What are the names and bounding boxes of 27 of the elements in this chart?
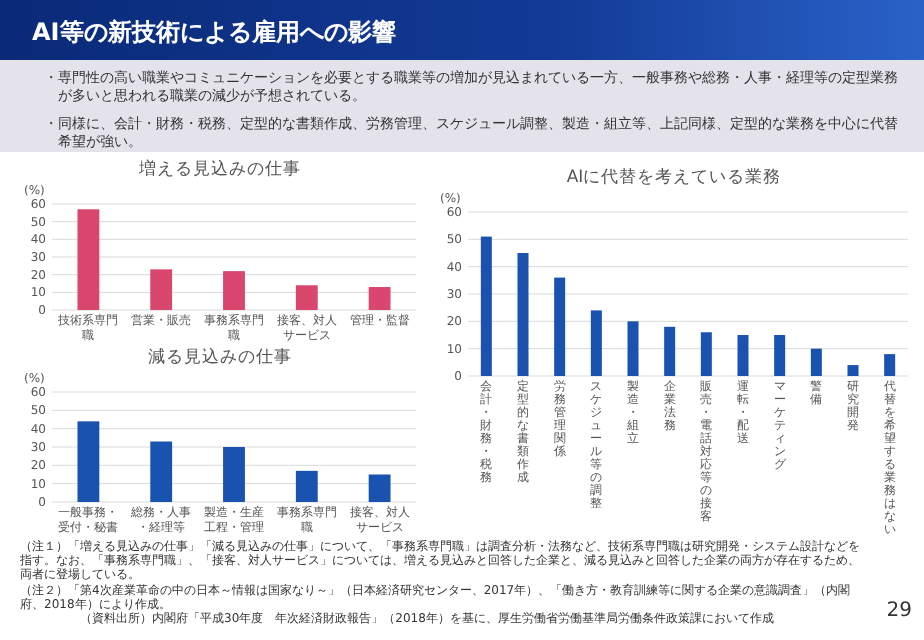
bar [295,285,318,310]
bar [700,332,712,376]
bar [554,277,566,376]
text: 29 [886,600,912,622]
bar [810,348,822,376]
bar [884,354,896,376]
chart-title: 増える見込みの仕事 [137,158,301,180]
bar [517,253,529,376]
bar [368,474,391,502]
bar [627,321,639,376]
bar [77,209,100,310]
bar [774,335,786,376]
bar [368,287,391,310]
chart-title: AIに代替を考えている業務 [566,166,782,188]
bar [295,470,318,502]
bar [590,310,602,376]
bar [77,421,100,502]
bar [223,447,245,502]
bar [150,441,173,502]
bar [480,236,492,376]
bar [664,326,676,376]
chart-title: 減る見込みの仕事 [148,346,292,368]
bar [223,271,245,310]
bar [150,269,173,310]
bar [737,335,749,376]
text: AI等の新技術による雇用への影響 [32,16,396,50]
bar [847,365,859,376]
